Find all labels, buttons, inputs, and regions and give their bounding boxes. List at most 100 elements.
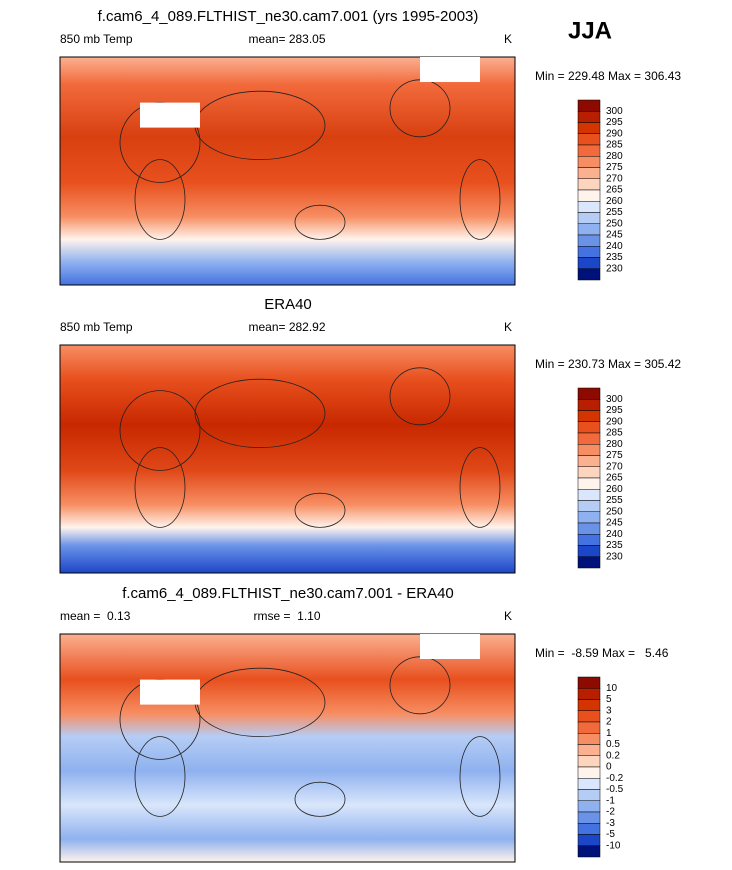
colorbar-box bbox=[577, 522, 601, 535]
colorbar-box bbox=[577, 466, 601, 479]
colorbar-label: 5 bbox=[606, 694, 612, 705]
colorbar-label: 0.2 bbox=[606, 750, 620, 761]
left-label: 850 mb Temp bbox=[60, 32, 133, 46]
panel-title: f.cam6_4_089.FLTHIST_ne30.cam7.001 - ERA… bbox=[122, 585, 454, 602]
colorbar-box bbox=[577, 688, 601, 700]
continent-outline bbox=[294, 492, 346, 528]
colorbar-label: 245 bbox=[606, 230, 623, 241]
colorbar-box bbox=[577, 676, 601, 689]
colorbar-box bbox=[577, 234, 601, 247]
colorbar-label: 285 bbox=[606, 140, 623, 151]
colorbar-box bbox=[577, 778, 601, 790]
colorbar-box bbox=[577, 789, 601, 801]
units-label: K bbox=[504, 609, 512, 623]
colorbar-box bbox=[577, 387, 601, 400]
map-field bbox=[59, 56, 516, 286]
center-label: mean= 282.92 bbox=[248, 320, 325, 334]
colorbar-label: 230 bbox=[606, 551, 623, 562]
colorbar-label: 290 bbox=[606, 416, 623, 427]
colorbar-box bbox=[577, 811, 601, 824]
colorbar-label: 300 bbox=[606, 106, 623, 117]
colorbar-label: 2 bbox=[606, 717, 612, 728]
min-max-label: Min = 229.48 Max = 306.43 bbox=[535, 69, 681, 83]
colorbar-box bbox=[577, 834, 601, 846]
colorbar-box bbox=[577, 257, 601, 269]
map-field bbox=[59, 633, 516, 863]
colorbar-label: 290 bbox=[606, 128, 623, 139]
continent-outline bbox=[459, 736, 501, 817]
colorbar-box bbox=[577, 744, 601, 756]
colorbar-box bbox=[577, 545, 601, 557]
colorbar-box bbox=[577, 721, 601, 734]
colorbar-label: -1 bbox=[606, 795, 615, 806]
colorbar-label: 3 bbox=[606, 705, 612, 716]
colorbar-box bbox=[577, 489, 601, 501]
colorbar-box bbox=[577, 800, 601, 813]
colorbar-label: 295 bbox=[606, 405, 623, 416]
colorbar-label: 275 bbox=[606, 450, 623, 461]
colorbar-box bbox=[577, 733, 601, 745]
continent-outline bbox=[134, 736, 186, 817]
colorbar-box bbox=[577, 500, 601, 512]
colorbar-label: -3 bbox=[606, 818, 615, 829]
colorbar-label: 285 bbox=[606, 428, 623, 439]
colorbar-box bbox=[577, 710, 601, 723]
colorbar-label: -2 bbox=[606, 807, 615, 818]
continent-outline bbox=[459, 447, 501, 528]
colorbar-box bbox=[577, 156, 601, 168]
left-label: 850 mb Temp bbox=[60, 320, 133, 334]
colorbar-label: -0.5 bbox=[606, 784, 624, 795]
colorbar-box bbox=[577, 432, 601, 445]
colorbar-label: -5 bbox=[606, 829, 615, 840]
colorbar-box bbox=[577, 133, 601, 146]
colorbar-box bbox=[577, 178, 601, 191]
continent-outline bbox=[134, 447, 186, 528]
continent-outline bbox=[134, 159, 186, 240]
min-max-label: Min = 230.73 Max = 305.42 bbox=[535, 357, 681, 371]
colorbar-label: 240 bbox=[606, 529, 623, 540]
colorbar-label: 260 bbox=[606, 196, 623, 207]
colorbar-label: 0.5 bbox=[606, 739, 620, 750]
colorbar-label: 235 bbox=[606, 540, 623, 551]
continent-outline bbox=[119, 390, 201, 471]
units-label: K bbox=[504, 320, 512, 334]
units-label: K bbox=[504, 32, 512, 46]
colorbar-box bbox=[577, 201, 601, 213]
colorbar-box bbox=[577, 845, 601, 858]
colorbar-box bbox=[577, 212, 601, 224]
colorbar-box bbox=[577, 189, 601, 202]
colorbar-label: 0 bbox=[606, 762, 612, 773]
colorbar-box bbox=[577, 534, 601, 546]
colorbar-label: -0.2 bbox=[606, 773, 624, 784]
colorbar-label: 265 bbox=[606, 185, 623, 196]
colorbar-label: 265 bbox=[606, 473, 623, 484]
colorbar-label: 295 bbox=[606, 117, 623, 128]
colorbar-label: 230 bbox=[606, 263, 623, 274]
colorbar-label: 245 bbox=[606, 518, 623, 529]
colorbar-box bbox=[577, 766, 601, 779]
missing-data bbox=[420, 634, 480, 659]
colorbar-box bbox=[577, 823, 601, 835]
colorbar-box bbox=[577, 122, 601, 134]
colorbar-box bbox=[577, 223, 601, 236]
colorbar-label: 275 bbox=[606, 162, 623, 173]
colorbar-label: 280 bbox=[606, 439, 623, 450]
colorbar-box bbox=[577, 144, 601, 157]
colorbar-box bbox=[577, 167, 601, 179]
colorbar-box bbox=[577, 421, 601, 434]
colorbar-label: 255 bbox=[606, 207, 623, 218]
panel-title: ERA40 bbox=[264, 296, 312, 313]
colorbar-label: 270 bbox=[606, 173, 623, 184]
colorbar-label: 280 bbox=[606, 151, 623, 162]
missing-data bbox=[140, 679, 200, 705]
season-title: JJA bbox=[568, 17, 612, 44]
colorbar-label: 270 bbox=[606, 461, 623, 472]
continent-outline bbox=[389, 367, 451, 426]
continent-outline bbox=[194, 378, 326, 448]
colorbar-box bbox=[577, 511, 601, 524]
continent-outline bbox=[459, 159, 501, 240]
colorbar-box bbox=[577, 268, 601, 281]
panel-title: f.cam6_4_089.FLTHIST_ne30.cam7.001 (yrs … bbox=[98, 8, 479, 25]
colorbar-box bbox=[577, 399, 601, 411]
